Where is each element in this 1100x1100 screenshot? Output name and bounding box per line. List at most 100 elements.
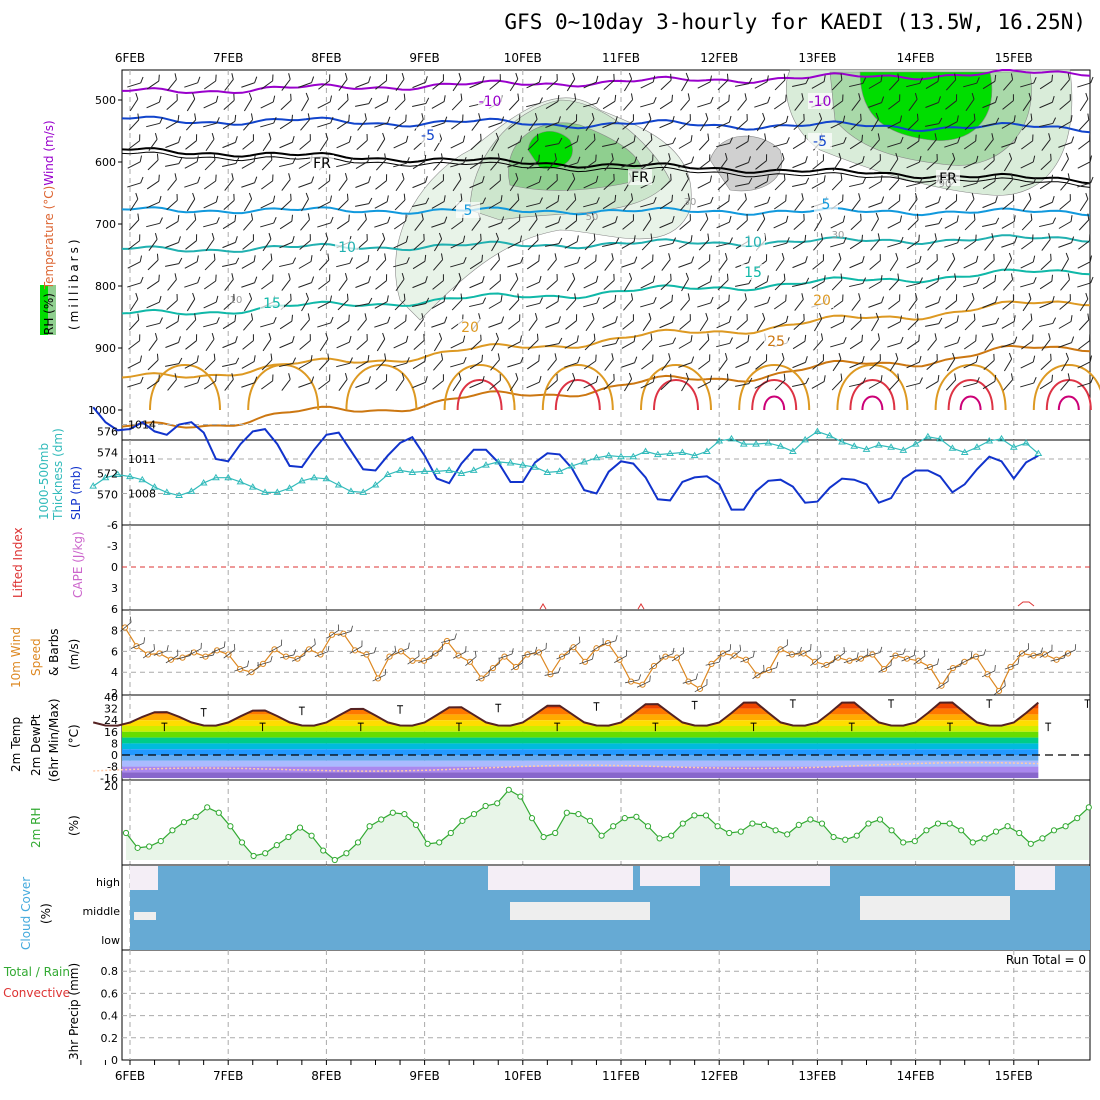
- barb-flag: [497, 353, 500, 360]
- surface-barb-flag: [856, 652, 859, 659]
- barb-shaft: [982, 223, 996, 227]
- barb-flag: [536, 133, 539, 141]
- barb-shaft: [678, 241, 692, 249]
- precip-tick: 0.4: [101, 1010, 119, 1023]
- barb-shaft: [851, 199, 861, 211]
- thickness-series: [92, 430, 1039, 497]
- warm-contour-red: [456, 379, 503, 411]
- wind-barb: [146, 95, 162, 109]
- date-label-bottom: 9FEB: [409, 1069, 439, 1083]
- surface-wind-barb: [1062, 644, 1077, 657]
- barb-shaft: [300, 219, 310, 231]
- wind-barb: [243, 113, 254, 131]
- wind-barb: [547, 353, 557, 371]
- barb-shaft: [1020, 82, 1034, 88]
- rh2m-series-marker: [842, 836, 849, 843]
- wind-barb: [717, 273, 729, 291]
- barb-flag: [252, 334, 254, 341]
- barb-flag: [862, 377, 867, 384]
- barb-flag: [900, 236, 904, 244]
- isotherm-label: 15: [263, 296, 281, 312]
- barb-shaft: [526, 260, 540, 270]
- barb-flag: [860, 113, 862, 121]
- temp-tick: 40: [104, 691, 118, 704]
- wind-barb: [735, 177, 753, 187]
- barb-flag: [159, 217, 163, 224]
- barb-flag: [405, 235, 409, 243]
- barb-shaft: [243, 298, 253, 312]
- wind-barb: [925, 274, 940, 290]
- barb-shaft: [699, 218, 709, 232]
- wind-barb: [659, 237, 677, 248]
- barb-shaft: [680, 199, 690, 211]
- surface-barb-shaft: [694, 684, 708, 693]
- barb-shaft: [393, 362, 407, 368]
- barb-shaft: [622, 320, 634, 330]
- wind-barb: [374, 95, 389, 109]
- isotherm-label-bg: [764, 333, 788, 349]
- wind-barb: [888, 194, 901, 210]
- barb-shaft: [944, 221, 958, 229]
- isotherm-label-bg: [335, 239, 359, 255]
- pressure-tick: 700: [95, 218, 116, 231]
- barb-shaft: [165, 263, 179, 267]
- wind-tick: 6: [111, 645, 118, 658]
- wind-barb: [451, 114, 464, 130]
- wind-barb: [166, 293, 178, 310]
- barb-flag: [291, 235, 295, 243]
- thickness-series-marker: [813, 427, 822, 434]
- barb-shaft: [491, 238, 499, 252]
- barb-flag: [899, 94, 901, 101]
- surface-barb-shaft: [269, 645, 282, 653]
- rh-label: 30: [832, 230, 845, 241]
- barb-flag: [1069, 294, 1071, 301]
- barb-flag: [1087, 113, 1090, 120]
- surface-wind-barb: [130, 637, 146, 649]
- wind-barb: [831, 273, 843, 291]
- barb-shaft: [774, 179, 786, 191]
- barb-shaft: [963, 82, 977, 88]
- barb-flag: [900, 136, 904, 144]
- wind-barb: [697, 96, 714, 108]
- surface-barb-shaft: [970, 654, 984, 659]
- surface-barb-flag: [223, 641, 226, 648]
- barb-flag: [875, 112, 879, 120]
- wind-barb: [1077, 155, 1093, 169]
- pressure-tick: 500: [95, 94, 116, 107]
- barb-flag: [386, 74, 388, 81]
- barb-shaft: [469, 160, 483, 170]
- wind-barb: [583, 297, 600, 308]
- wind-barb: [870, 233, 880, 251]
- warm-contour-orange: [345, 364, 418, 411]
- barb-flag: [785, 94, 787, 102]
- barb-flag: [633, 135, 636, 142]
- barb-shaft: [280, 199, 292, 211]
- barb-shaft: [432, 280, 444, 290]
- barb-shaft: [127, 161, 141, 169]
- wind-barb: [811, 175, 826, 189]
- barb-shaft: [223, 99, 235, 111]
- isotherm-freezing: [121, 147, 1091, 185]
- barb-shaft: [1040, 159, 1052, 171]
- barb-shaft: [527, 139, 539, 151]
- barb-flag: [762, 312, 766, 320]
- wind-barb: [1002, 294, 1014, 310]
- surface-wind-barb: [579, 653, 595, 665]
- barb-shaft: [1058, 142, 1072, 148]
- surface-barb-flag: [913, 649, 916, 656]
- barb-flag: [462, 114, 464, 121]
- barb-shaft: [376, 238, 386, 252]
- surface-barb-flag: [153, 643, 155, 650]
- barb-shaft: [564, 362, 578, 368]
- barb-flag: [995, 196, 998, 203]
- barb-flag: [648, 212, 652, 220]
- barb-flag: [231, 273, 234, 280]
- wind-barb: [925, 96, 941, 108]
- surface-barb-flag: [522, 656, 524, 663]
- barb-flag: [444, 216, 448, 223]
- surface-barb-shaft: [280, 654, 294, 659]
- wind-barb: [1058, 215, 1073, 229]
- wind-barb: [1003, 173, 1014, 191]
- wind-barb: [394, 293, 406, 311]
- barb-shaft: [431, 201, 445, 209]
